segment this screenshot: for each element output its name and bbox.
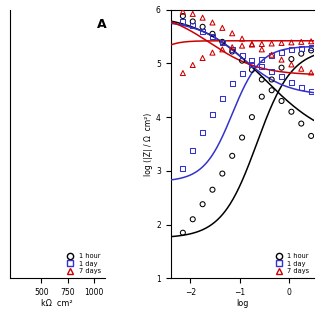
Text: A: A	[97, 18, 107, 31]
Point	[259, 94, 264, 99]
Point	[190, 217, 195, 222]
Point	[190, 19, 195, 24]
Point	[289, 62, 294, 67]
Point	[299, 121, 304, 126]
Point	[299, 84, 304, 90]
Y-axis label: log (|Z| / Ω  cm²): log (|Z| / Ω cm²)	[144, 112, 153, 176]
Point	[230, 49, 235, 54]
Point	[259, 77, 264, 82]
Point	[180, 13, 185, 19]
Point	[308, 70, 314, 75]
Point	[249, 58, 254, 63]
Point	[180, 166, 185, 171]
Point	[308, 48, 314, 53]
Point	[279, 74, 284, 79]
Point	[289, 57, 294, 62]
Point	[308, 45, 314, 50]
Point	[269, 88, 274, 93]
Point	[289, 47, 294, 52]
Point	[190, 62, 195, 68]
Point	[200, 15, 205, 20]
X-axis label: log: log	[236, 299, 248, 308]
Point	[239, 53, 244, 58]
Point	[180, 19, 185, 24]
Point	[239, 43, 244, 48]
Point	[239, 58, 244, 63]
X-axis label: kΩ  cm²: kΩ cm²	[42, 299, 73, 308]
Point	[190, 11, 195, 16]
Legend: 1 hour, 1 day, 7 days: 1 hour, 1 day, 7 days	[63, 252, 102, 275]
Point	[289, 40, 294, 45]
Point	[230, 31, 235, 36]
Point	[210, 20, 215, 25]
Point	[289, 109, 294, 114]
Point	[230, 45, 235, 50]
Point	[210, 34, 215, 39]
Point	[180, 9, 185, 14]
Point	[269, 52, 274, 57]
Point	[220, 40, 225, 45]
Legend: 1 hour, 1 day, 7 days: 1 hour, 1 day, 7 days	[271, 252, 310, 275]
Point	[220, 47, 225, 52]
Point	[269, 41, 274, 46]
Point	[200, 202, 205, 207]
Point	[249, 42, 254, 47]
Point	[220, 171, 225, 176]
Point	[269, 53, 274, 58]
Point	[259, 63, 264, 68]
Point	[269, 69, 274, 74]
Point	[200, 55, 205, 60]
Point	[279, 50, 284, 55]
Point	[279, 57, 284, 62]
Point	[249, 67, 254, 72]
Point	[239, 70, 244, 76]
Point	[190, 148, 195, 153]
Point	[299, 39, 304, 44]
Point	[220, 39, 225, 44]
Point	[210, 31, 215, 36]
Point	[249, 62, 254, 67]
Point	[210, 187, 215, 192]
Point	[279, 65, 284, 70]
Point	[239, 135, 244, 140]
Point	[308, 39, 314, 44]
Point	[239, 36, 244, 41]
Point	[299, 66, 304, 71]
Point	[180, 70, 185, 76]
Point	[230, 81, 235, 86]
Point	[210, 112, 215, 117]
Point	[308, 133, 314, 139]
Point	[289, 80, 294, 85]
Point	[200, 24, 205, 29]
Point	[259, 47, 264, 52]
Point	[249, 115, 254, 120]
Point	[230, 47, 235, 52]
Point	[230, 153, 235, 158]
Point	[200, 28, 205, 34]
Point	[210, 50, 215, 55]
Point	[259, 42, 264, 47]
Point	[190, 23, 195, 28]
Point	[269, 77, 274, 82]
Point	[249, 42, 254, 47]
Point	[279, 99, 284, 104]
Point	[308, 89, 314, 94]
Point	[299, 46, 304, 51]
Point	[220, 96, 225, 101]
Point	[220, 25, 225, 30]
Point	[279, 40, 284, 45]
Point	[259, 57, 264, 62]
Point	[299, 51, 304, 56]
Point	[180, 230, 185, 235]
Point	[200, 130, 205, 135]
